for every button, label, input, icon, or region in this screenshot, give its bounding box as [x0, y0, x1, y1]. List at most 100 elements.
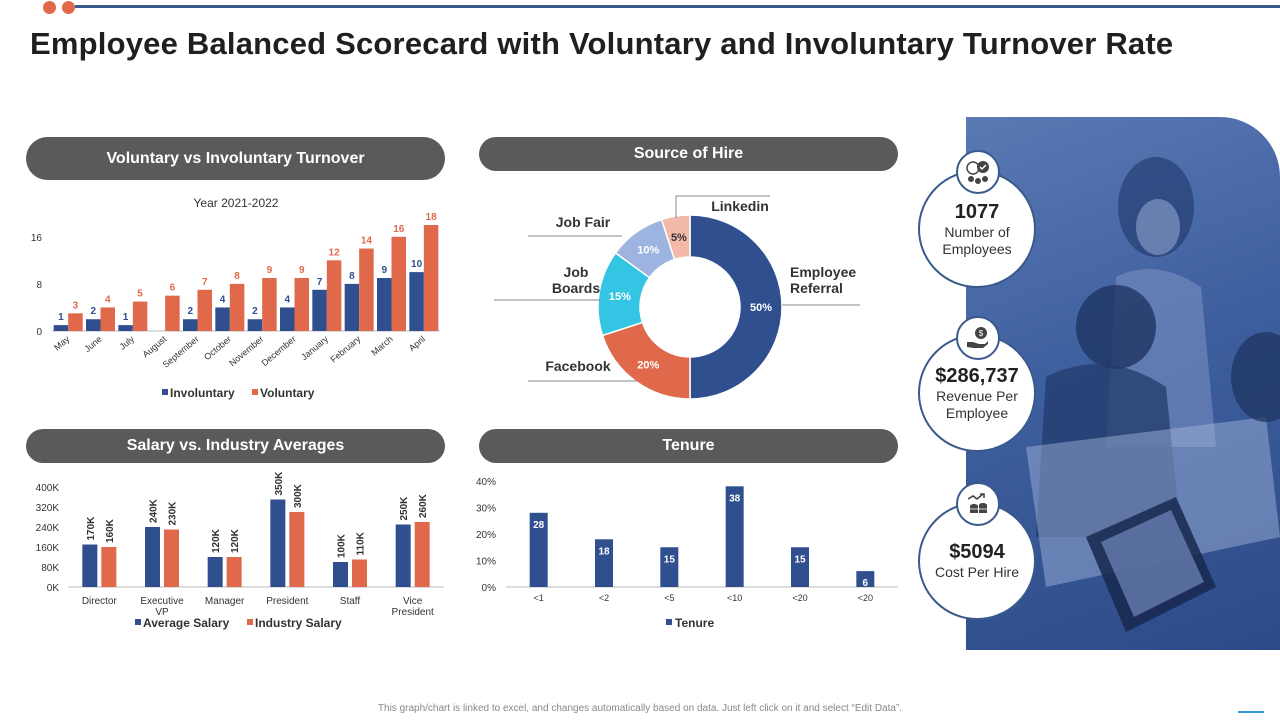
tenure-x-tick: <1: [534, 593, 544, 603]
salary-data-label: 240K: [149, 498, 160, 523]
turnover-data-label: 5: [137, 289, 143, 300]
salary-bar-average: [270, 499, 286, 587]
tenure-x-tick: <20: [792, 593, 807, 603]
turnover-bar-voluntary: [262, 278, 277, 331]
turnover-data-label: 2: [187, 306, 193, 317]
salary-data-label: 260K: [418, 493, 429, 518]
turnover-bar-voluntary: [197, 289, 212, 331]
turnover-data-label: 2: [90, 306, 96, 317]
source-data-label: 10%: [637, 245, 659, 257]
salary-data-label: 300K: [293, 483, 304, 508]
page-title: Employee Balanced Scorecard with Volunta…: [30, 26, 1174, 61]
turnover-bar-involuntary: [247, 319, 263, 331]
salary-y-tick: 80K: [41, 563, 59, 574]
salary-x-tick: Staff: [340, 596, 361, 607]
salary-bar-industry: [226, 557, 242, 587]
turnover-legend-swatch: [252, 389, 258, 395]
turnover-bar-voluntary: [294, 278, 309, 331]
salary-y-tick: 320K: [36, 503, 60, 514]
turnover-bar-voluntary: [326, 260, 342, 331]
turnover-bar-voluntary: [165, 295, 180, 331]
salary-bar-industry: [101, 547, 117, 587]
salary-data-label: 350K: [274, 471, 285, 496]
tenure-bar: [725, 486, 744, 587]
salary-x-tick: Director: [82, 596, 118, 607]
source-label: Employee: [790, 264, 856, 280]
turnover-data-label: 8: [349, 271, 355, 282]
turnover-x-tick: May: [52, 334, 72, 353]
turnover-bar-involuntary: [409, 272, 424, 331]
turnover-chart-title: Year 2021-2022: [194, 196, 279, 210]
turnover-bar-involuntary: [280, 307, 295, 331]
salary-x-tick: Manager: [205, 596, 245, 607]
tenure-data-label: 38: [729, 493, 741, 504]
source-label: Linkedin: [711, 198, 769, 214]
turnover-data-label: 7: [202, 277, 208, 288]
salary-data-label: 100K: [337, 533, 348, 558]
salary-x-tick: Vice: [403, 596, 423, 607]
leader-line: [675, 195, 770, 218]
turnover-x-tick: March: [369, 334, 395, 358]
source-data-label: 5%: [671, 232, 687, 244]
tenure-y-tick: 0%: [482, 583, 497, 594]
salary-data-label: 120K: [230, 528, 241, 553]
turnover-data-label: 6: [170, 283, 176, 294]
turnover-data-label: 2: [252, 306, 258, 317]
turnover-panel-header: Voluntary vs Involuntary Turnover: [26, 137, 445, 180]
turnover-bar-involuntary: [344, 283, 360, 331]
turnover-x-tick: January: [299, 334, 330, 363]
turnover-x-tick: April: [407, 334, 427, 353]
kpi-employees-value: 1077: [954, 200, 1000, 223]
salary-bar-industry: [164, 529, 179, 587]
source-label: Job: [564, 264, 589, 280]
turnover-data-label: 18: [426, 212, 438, 223]
tenure-y-tick: 10%: [476, 557, 496, 568]
turnover-x-tick: October: [202, 334, 233, 362]
turnover-bar-voluntary: [100, 307, 115, 331]
turnover-data-label: 9: [381, 265, 387, 276]
turnover-data-label: 8: [234, 271, 240, 282]
turnover-x-tick: February: [328, 334, 362, 365]
salary-x-tick: VP: [155, 607, 169, 618]
salary-bar-average: [395, 524, 411, 587]
salary-y-tick: 400K: [36, 483, 60, 494]
tenure-data-label: 15: [664, 554, 676, 565]
salary-y-tick: 0K: [47, 583, 60, 594]
turnover-bar-voluntary: [359, 248, 374, 331]
tenure-legend-label: Tenure: [675, 616, 714, 630]
kpi-employees-label: Number of: [944, 223, 1010, 240]
turnover-data-label: 9: [299, 265, 305, 276]
turnover-bar-involuntary: [86, 319, 101, 331]
turnover-legend-involuntary: Involuntary: [170, 386, 235, 400]
turnover-bar-involuntary: [215, 307, 230, 331]
source-label: Job Fair: [556, 214, 611, 230]
source-label: Boards: [552, 280, 600, 296]
decor-dot: [43, 1, 56, 14]
salary-legend-average: Average Salary: [143, 616, 230, 630]
turnover-y-tick: 16: [31, 233, 43, 244]
turnover-y-tick: 0: [36, 327, 42, 338]
source-label: Facebook: [545, 358, 611, 374]
turnover-data-label: 10: [411, 259, 423, 270]
turnover-bar-involuntary: [312, 289, 327, 331]
salary-x-tick: President: [392, 607, 434, 618]
turnover-data-label: 4: [284, 294, 290, 305]
money-hand-icon: $: [956, 316, 1000, 360]
turnover-bar-involuntary: [183, 319, 198, 331]
coins-growth-icon: [956, 482, 1000, 526]
source-slice-linkedin: [660, 214, 691, 261]
tenure-bar: [791, 547, 809, 587]
salary-bar-industry: [352, 559, 367, 587]
tenure-bar: [660, 547, 679, 587]
footer-note: This graph/chart is linked to excel, and…: [377, 703, 903, 714]
salary-data-label: 250K: [399, 496, 410, 521]
turnover-legend-voluntary: Voluntary: [260, 386, 315, 400]
tenure-x-tick: <2: [599, 593, 609, 603]
tenure-y-tick: 40%: [476, 477, 496, 488]
turnover-data-label: 4: [220, 294, 226, 305]
turnover-bar-involuntary: [118, 325, 133, 331]
turnover-data-label: 12: [329, 247, 341, 258]
turnover-legend-swatch: [162, 389, 168, 395]
turnover-data-label: 4: [105, 294, 111, 305]
salary-y-tick: 240K: [36, 523, 60, 534]
